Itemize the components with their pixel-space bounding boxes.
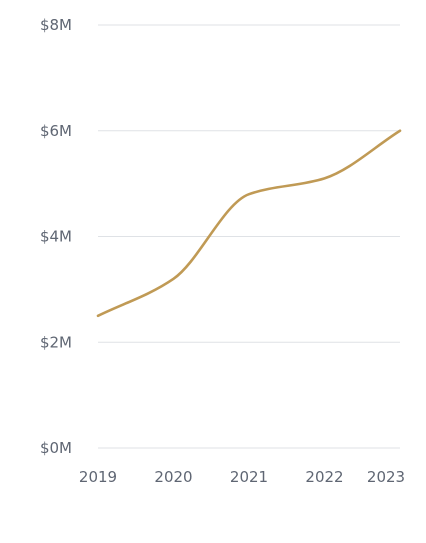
- x-axis-ticks: 2019 2020 2021 2022 2023: [79, 468, 405, 486]
- series-layer: [96, 129, 402, 318]
- x-tick-label: 2020: [154, 468, 192, 486]
- x-tick-label: 2021: [230, 468, 268, 486]
- y-tick-label: $6M: [40, 122, 72, 140]
- x-tick-label: 2023: [367, 468, 405, 486]
- y-tick-label: $0M: [40, 439, 72, 457]
- y-tick-label: $4M: [40, 228, 72, 246]
- x-tick-label: 2019: [79, 468, 117, 486]
- y-tick-label: $8M: [40, 16, 72, 34]
- x-tick-label: 2022: [305, 468, 343, 486]
- y-axis-ticks: $0M $2M $4M $6M $8M: [40, 16, 72, 457]
- grid-layer: [98, 24, 400, 449]
- y-tick-label: $2M: [40, 333, 72, 351]
- series-line: [96, 129, 402, 318]
